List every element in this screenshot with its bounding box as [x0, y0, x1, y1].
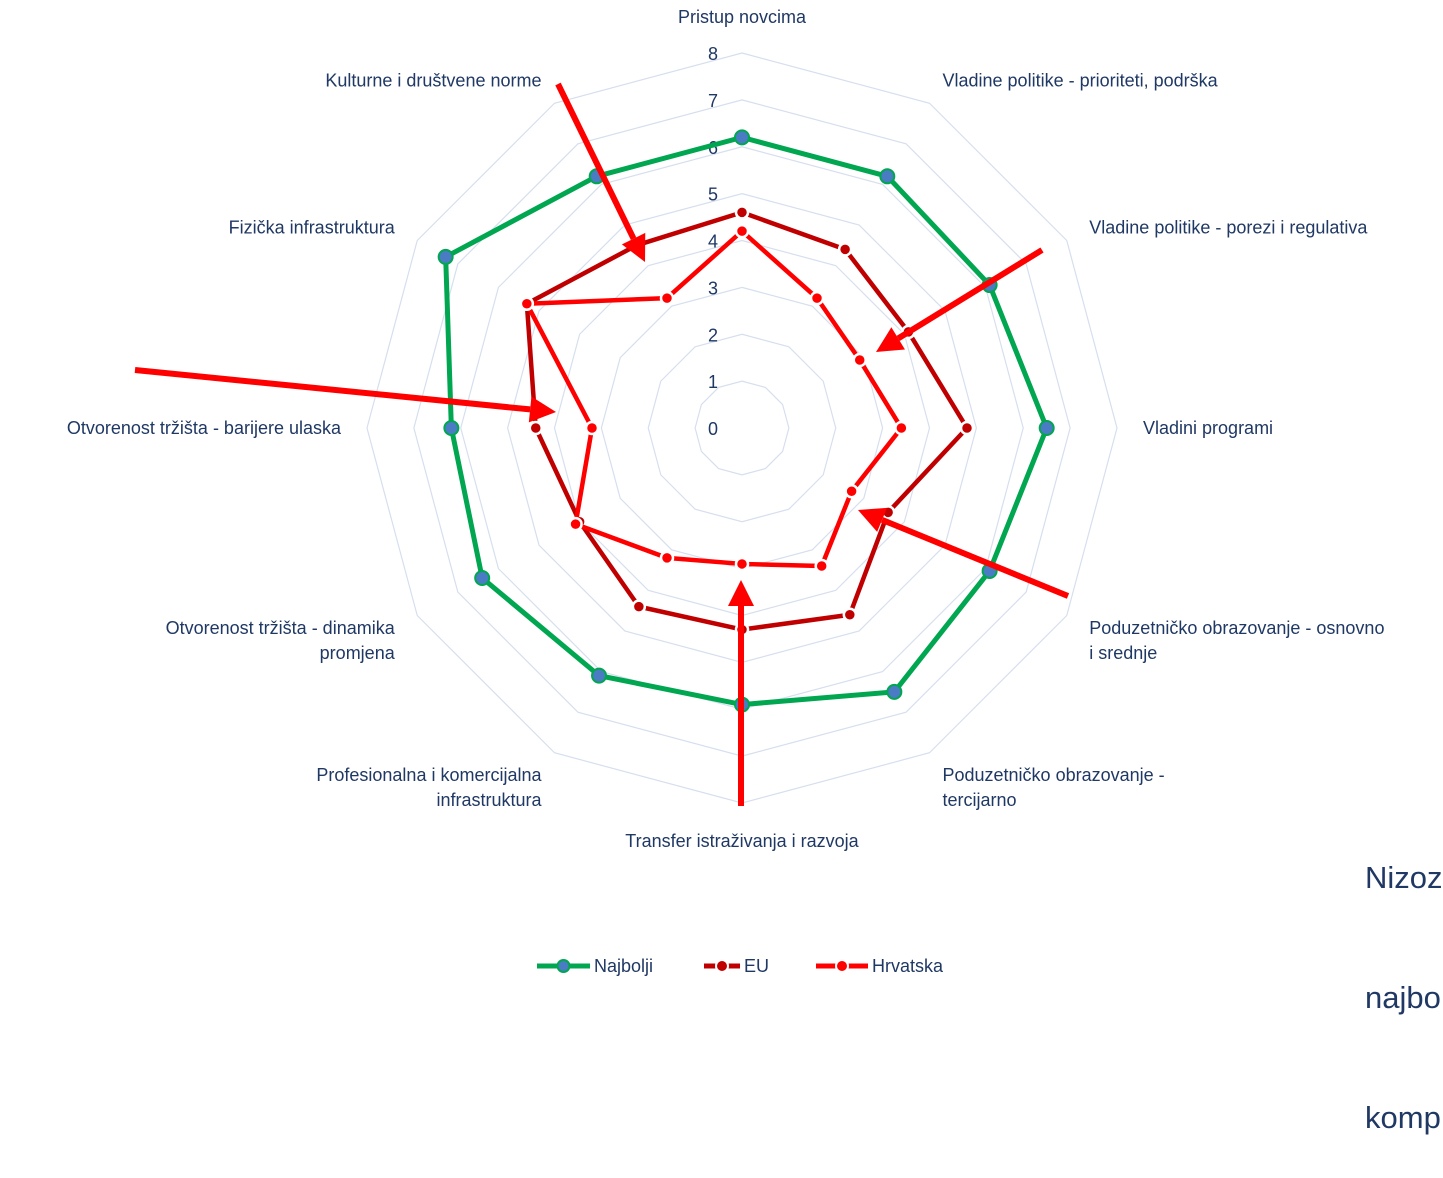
- data-point: [631, 599, 647, 614]
- data-point: [852, 352, 867, 368]
- axis-label-5: Poduzetničko obrazovanje - osnovno i sred…: [1089, 618, 1384, 663]
- axis-label-line: Otvorenost tržišta - barijere ulaska: [67, 418, 342, 438]
- side-note: Nizoze najbo komp: [1365, 778, 1443, 1178]
- data-point: [519, 296, 535, 312]
- data-point: [437, 248, 454, 265]
- axis-label-8: Profesionalna i komercijalna infrastruktu…: [316, 765, 542, 810]
- arrow-head: [621, 232, 646, 262]
- side-note-line-1: Nizoze: [1365, 860, 1443, 895]
- axis-label-2: Vladine politike - prioriteti, podrška: [943, 71, 1219, 91]
- tick-label: 6: [708, 138, 718, 158]
- data-point: [528, 420, 543, 436]
- axis-label-9: Otvorenost tržišta - dinamika promjena: [166, 618, 396, 663]
- arrow-shaft: [896, 247, 1044, 341]
- axis-label-1: Pristup novcima: [678, 7, 807, 27]
- legend-marker: [556, 959, 571, 973]
- axis-label-line: Kulturne i društvene norme: [325, 71, 541, 91]
- axis-label-10: Otvorenost tržišta - barijere ulaska: [67, 418, 342, 438]
- annotation-arrow-1: [555, 82, 646, 262]
- tick-label: 0: [708, 419, 718, 439]
- arrow-head: [528, 396, 556, 423]
- data-point: [659, 290, 675, 306]
- data-point: [734, 556, 750, 572]
- side-note-line-3: komp: [1365, 1100, 1441, 1135]
- axis-label-4: Vladini programi: [1143, 418, 1273, 438]
- legend-marker: [835, 959, 849, 973]
- data-point: [659, 550, 675, 566]
- legend-item-hrvatska: Hrvatska: [816, 956, 944, 976]
- axis-label-line: Pristup novcima: [678, 7, 807, 27]
- tick-label: 5: [708, 185, 718, 205]
- legend-marker: [715, 959, 729, 973]
- data-point: [809, 290, 825, 306]
- data-point: [894, 420, 909, 436]
- arrow-shaft: [555, 82, 637, 240]
- legend-label: EU: [744, 956, 769, 976]
- axis-label-line: Vladine politike - porezi i regulativa: [1089, 218, 1368, 238]
- data-point: [842, 607, 858, 622]
- arrow-head: [858, 507, 887, 532]
- axis-label-line: Vladini programi: [1143, 418, 1273, 438]
- data-point: [443, 420, 460, 436]
- axis-label-line: Poduzetničko obrazovanje - osnovno: [1089, 618, 1384, 638]
- data-point: [591, 667, 608, 684]
- data-point: [1038, 420, 1055, 436]
- legend-label: Najbolji: [594, 956, 653, 976]
- axis-label-line: promjena: [320, 643, 396, 663]
- radial-tick-labels: 0 1 2 3 4 5 6 7 8: [708, 44, 718, 439]
- arrow-shaft: [880, 517, 1070, 599]
- axis-label-line: Profesionalna i komercijalna: [316, 765, 542, 785]
- axis-label-line: Fizička infrastruktura: [229, 218, 396, 238]
- data-point: [734, 205, 750, 220]
- data-point: [844, 484, 859, 499]
- series-hrvatska: [519, 223, 909, 574]
- annotation-arrows: [134, 82, 1070, 806]
- arrow-head: [728, 580, 754, 606]
- annotation-arrow-5: [728, 580, 754, 806]
- annotation-arrow-2: [876, 247, 1044, 352]
- arrow-shaft: [134, 367, 531, 413]
- data-point: [814, 558, 829, 574]
- axis-label-line: i srednje: [1089, 643, 1157, 663]
- data-point: [959, 420, 975, 436]
- axis-label-6: Poduzetničko obrazovanje - tercijarno: [943, 765, 1165, 810]
- legend-item-eu: EU: [704, 956, 769, 976]
- data-point: [734, 223, 750, 239]
- legend-item-najbolji: Najbolji: [537, 956, 653, 976]
- radar-chart: 0 1 2 3 4 5 6 7 8 Pristup novcima Vladine politik…: [67, 7, 1385, 976]
- axis-label-line: tercijarno: [943, 790, 1017, 810]
- tick-label: 8: [708, 44, 718, 64]
- data-point: [879, 168, 896, 185]
- axis-label-3: Vladine politike - porezi i regulativa: [1089, 218, 1368, 238]
- tick-label: 3: [708, 278, 718, 298]
- axis-labels: Pristup novcima Vladine politike - priori…: [67, 7, 1385, 851]
- side-note-line-2: najbo: [1365, 980, 1441, 1015]
- tick-label: 2: [708, 325, 718, 345]
- axis-label-line: Vladine politike - prioriteti, podrška: [943, 71, 1219, 91]
- data-point: [474, 570, 491, 586]
- grid-ring-2: [647, 333, 837, 523]
- arrow-head: [876, 327, 905, 352]
- axis-label-line: infrastruktura: [436, 790, 542, 810]
- axis-label-7: Transfer istraživanja i razvoja: [625, 831, 859, 851]
- axis-label-11: Fizička infrastruktura: [229, 218, 396, 238]
- data-point: [734, 129, 750, 146]
- tick-label: 7: [708, 91, 718, 111]
- tick-label: 1: [708, 372, 718, 392]
- data-point: [886, 683, 903, 700]
- axis-label-line: Poduzetničko obrazovanje -: [943, 765, 1165, 785]
- data-point: [584, 420, 600, 436]
- axis-label-line: Transfer istraživanja i razvoja: [625, 831, 859, 851]
- grid-ring-1: [694, 380, 790, 476]
- tick-label: 4: [708, 232, 718, 252]
- legend: Najbolji EU Hrvatska: [537, 956, 944, 976]
- legend-label: Hrvatska: [872, 956, 944, 976]
- annotation-arrow-3: [134, 367, 556, 423]
- data-point: [568, 516, 583, 532]
- data-point: [837, 242, 853, 257]
- axis-label-line: Otvorenost tržišta - dinamika: [166, 618, 396, 638]
- annotation-arrow-4: [858, 507, 1070, 599]
- axis-label-12: Kulturne i društvene norme: [325, 71, 541, 91]
